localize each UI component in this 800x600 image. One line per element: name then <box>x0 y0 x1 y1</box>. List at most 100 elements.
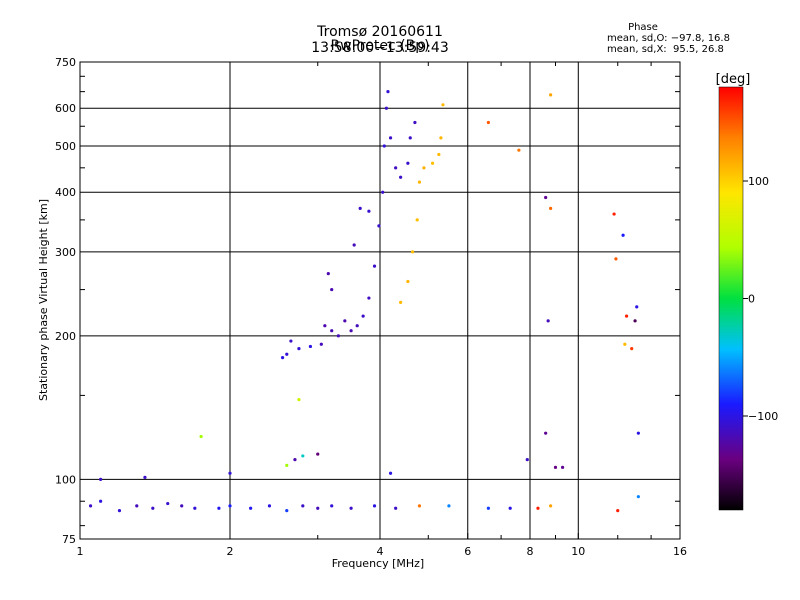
data-point <box>621 233 625 237</box>
chart-title: Tromsø 20160611 13:58:00−13:59:43 <box>311 24 449 56</box>
data-point <box>486 506 490 510</box>
data-point <box>408 136 412 140</box>
data-point <box>228 504 232 508</box>
data-point <box>636 495 640 499</box>
y-tick-label: 75 <box>62 533 76 546</box>
data-point <box>406 161 410 165</box>
data-point <box>297 397 301 402</box>
y-tick-label: 750 <box>55 56 76 69</box>
data-point <box>308 344 313 349</box>
data-point <box>422 166 426 170</box>
data-point <box>352 243 356 247</box>
data-point <box>636 431 640 435</box>
data-point <box>319 342 323 346</box>
data-point <box>117 509 122 513</box>
data-point <box>415 218 419 222</box>
data-point <box>166 501 170 506</box>
data-point <box>358 206 362 210</box>
data-point <box>441 103 445 107</box>
colorbar-tick-label: −100 <box>748 410 778 423</box>
data-point <box>301 504 305 508</box>
data-point <box>297 347 301 351</box>
data-point <box>439 136 443 140</box>
data-point <box>289 339 293 343</box>
chart-subtitle: RwPretec (Bp) <box>330 38 430 54</box>
data-point <box>553 465 558 469</box>
x-tick-label: 1 <box>77 545 84 558</box>
y-tick-label: 500 <box>55 140 76 153</box>
data-point <box>330 504 334 508</box>
data-point <box>193 506 197 510</box>
data-point <box>355 324 359 328</box>
y-axis-label: Stationary phase Virtual Height [km] <box>37 199 50 401</box>
data-points <box>88 90 640 513</box>
data-point <box>301 454 305 458</box>
data-point <box>635 305 639 309</box>
colorbar-tick-label: 100 <box>748 175 769 188</box>
data-point <box>349 506 353 510</box>
data-point <box>384 106 388 110</box>
data-point <box>367 209 371 213</box>
data-point <box>143 475 147 479</box>
data-point <box>217 506 221 510</box>
data-point <box>372 264 377 268</box>
data-point <box>517 148 521 152</box>
data-point <box>367 296 371 300</box>
data-point <box>630 347 634 351</box>
data-point <box>135 504 139 508</box>
data-point <box>417 180 422 184</box>
data-point <box>406 279 410 284</box>
data-point <box>549 93 553 97</box>
data-point <box>544 195 548 200</box>
data-point <box>430 161 435 165</box>
data-point <box>316 452 320 456</box>
y-axis-ticks: 750 600 500 400 300 200 100 75 <box>55 56 680 546</box>
data-point <box>410 250 415 254</box>
data-point <box>293 458 297 462</box>
y-tick-label: 100 <box>55 473 76 486</box>
data-point <box>549 206 553 210</box>
grid-lines <box>80 62 680 539</box>
colorbar-tick-label: 0 <box>748 293 755 306</box>
data-point <box>88 504 93 508</box>
phase-stats-x-line: mean, sd,X: 95.5, 26.8 <box>607 44 724 55</box>
colorbar-ticks: 100 0 −100 <box>743 175 778 423</box>
data-point <box>437 152 441 157</box>
data-point <box>386 90 390 94</box>
data-point <box>399 300 403 305</box>
y-tick-label: 300 <box>55 246 76 259</box>
data-point <box>99 477 103 482</box>
x-axis-ticks: 1 2 4 6 8 10 16 <box>77 62 687 558</box>
data-point <box>330 329 334 333</box>
data-point <box>612 212 616 216</box>
colorbar-label: [deg] <box>716 72 751 87</box>
data-point <box>381 190 385 194</box>
data-point <box>361 314 365 318</box>
data-point <box>633 319 637 323</box>
data-point <box>349 329 353 333</box>
data-point <box>377 224 381 228</box>
data-point <box>624 314 629 318</box>
x-tick-label: 10 <box>571 545 585 558</box>
data-point <box>382 144 386 148</box>
data-point <box>560 465 565 469</box>
data-point <box>326 272 330 276</box>
data-point <box>544 431 548 435</box>
data-point <box>249 506 253 510</box>
x-tick-label: 8 <box>527 545 534 558</box>
data-point <box>199 434 203 439</box>
x-axis-label: Frequency [MHz] <box>332 557 424 570</box>
data-point <box>372 504 377 508</box>
data-point <box>616 509 620 513</box>
data-point <box>399 175 403 179</box>
phase-stats-o-line: mean, sd,O: −97.8, 16.8 <box>607 33 730 44</box>
data-point <box>525 458 529 462</box>
data-point <box>394 506 398 510</box>
data-point <box>280 356 285 360</box>
data-point <box>614 257 618 261</box>
data-point <box>99 499 103 503</box>
data-point <box>546 319 550 323</box>
data-point <box>151 506 155 510</box>
data-point <box>323 324 327 328</box>
